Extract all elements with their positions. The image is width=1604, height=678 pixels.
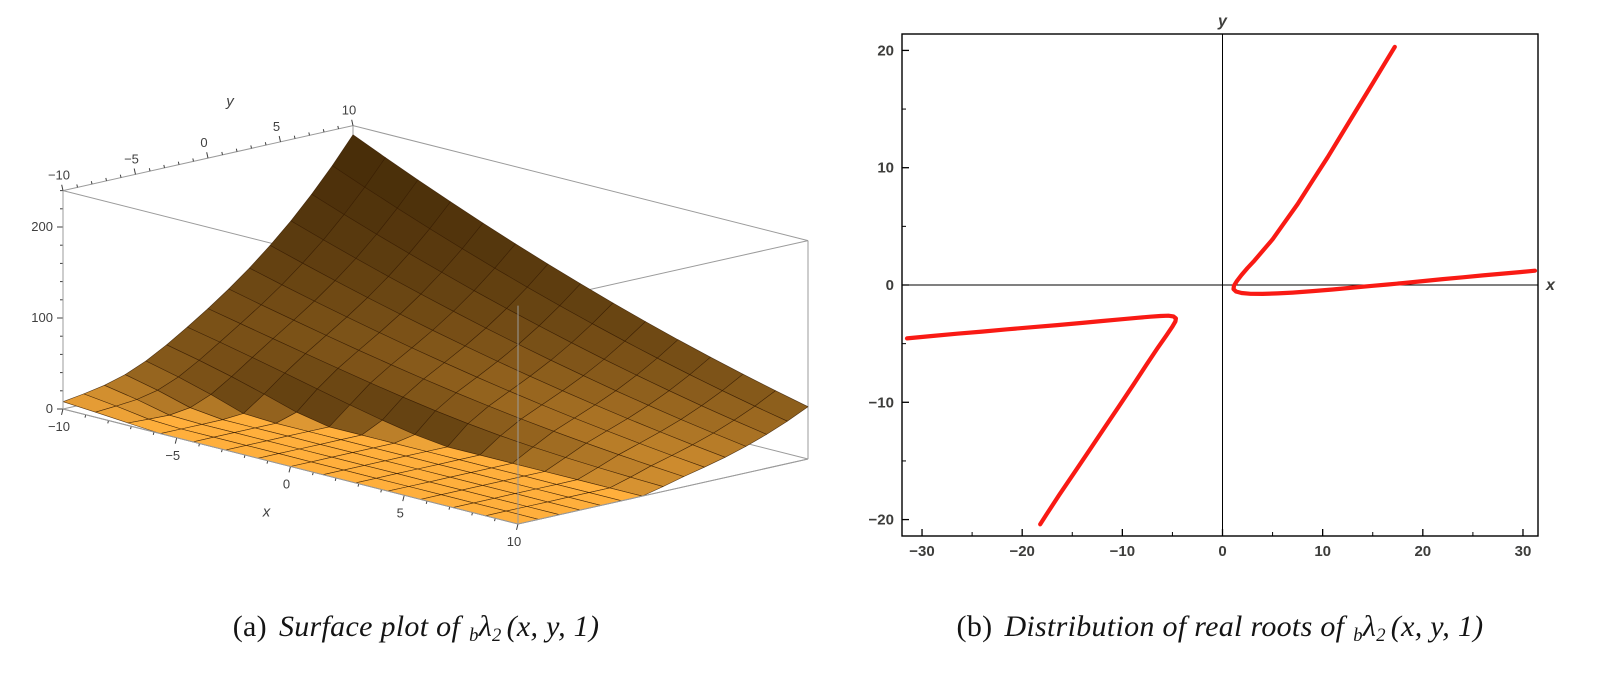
- caption-b-args: (x, y, 1): [1390, 610, 1484, 643]
- svg-text:30: 30: [1515, 543, 1532, 560]
- svg-text:−5: −5: [124, 151, 139, 166]
- svg-text:−30: −30: [909, 543, 934, 560]
- svg-text:0: 0: [200, 135, 207, 150]
- svg-text:10: 10: [1314, 543, 1331, 560]
- svg-text:−10: −10: [869, 394, 894, 411]
- svg-text:0: 0: [46, 401, 53, 416]
- caption-a-text: Surface plot of: [278, 610, 461, 643]
- svg-text:10: 10: [877, 160, 894, 177]
- svg-text:10: 10: [342, 103, 356, 118]
- panel-surface-plot: −10 −5 0 5 10 −10 −5 0 5 10 0 100 200 x y: [8, 4, 828, 594]
- caption-b-sub: 2: [1376, 625, 1386, 647]
- roots-plot: −30 −20 −10 0 10 20 30 −20 −10 0 10 20 x y: [869, 13, 1556, 560]
- svg-text:10: 10: [507, 534, 521, 549]
- caption-b-label: (b): [956, 610, 993, 643]
- caption-b-symbol: λ: [1362, 610, 1377, 643]
- caption-b-math: bλ2 (x, y, 1): [1353, 610, 1484, 647]
- svg-text:−10: −10: [1110, 543, 1135, 560]
- caption-a-symbol: λ: [478, 610, 492, 643]
- svg-text:0: 0: [886, 277, 894, 294]
- svg-text:x: x: [262, 504, 271, 521]
- svg-text:−5: −5: [165, 448, 180, 463]
- panel-roots-plot: −30 −20 −10 0 10 20 30 −20 −10 0 10 20 x y: [862, 10, 1572, 576]
- svg-text:y: y: [1217, 13, 1228, 30]
- caption-b-presub: b: [1353, 625, 1363, 647]
- caption-a-sub: 2: [492, 625, 502, 647]
- caption-a-label: (a): [232, 610, 267, 643]
- caption-a-presub: b: [469, 625, 479, 647]
- caption-a-args: (x, y, 1): [506, 610, 600, 643]
- svg-text:0: 0: [1218, 543, 1226, 560]
- svg-text:−10: −10: [48, 419, 70, 434]
- caption-b-text: Distribution of real roots of: [1004, 610, 1345, 643]
- svg-text:5: 5: [397, 505, 404, 520]
- svg-text:5: 5: [273, 119, 280, 134]
- svg-text:100: 100: [31, 310, 53, 325]
- caption-a: (a) Surface plot of bλ2 (x, y, 1): [0, 610, 832, 647]
- svg-text:−20: −20: [1009, 543, 1034, 560]
- svg-text:0: 0: [283, 477, 290, 492]
- svg-text:20: 20: [877, 42, 894, 59]
- svg-text:20: 20: [1414, 543, 1431, 560]
- svg-text:−20: −20: [869, 512, 894, 529]
- svg-text:x: x: [1545, 277, 1556, 294]
- svg-text:y: y: [225, 93, 235, 110]
- caption-b: (b) Distribution of real roots of bλ2 (x, y…: [836, 610, 1604, 647]
- svg-text:−10: −10: [48, 168, 70, 183]
- svg-text:200: 200: [31, 219, 53, 234]
- caption-a-math: bλ2 (x, y, 1): [469, 610, 600, 647]
